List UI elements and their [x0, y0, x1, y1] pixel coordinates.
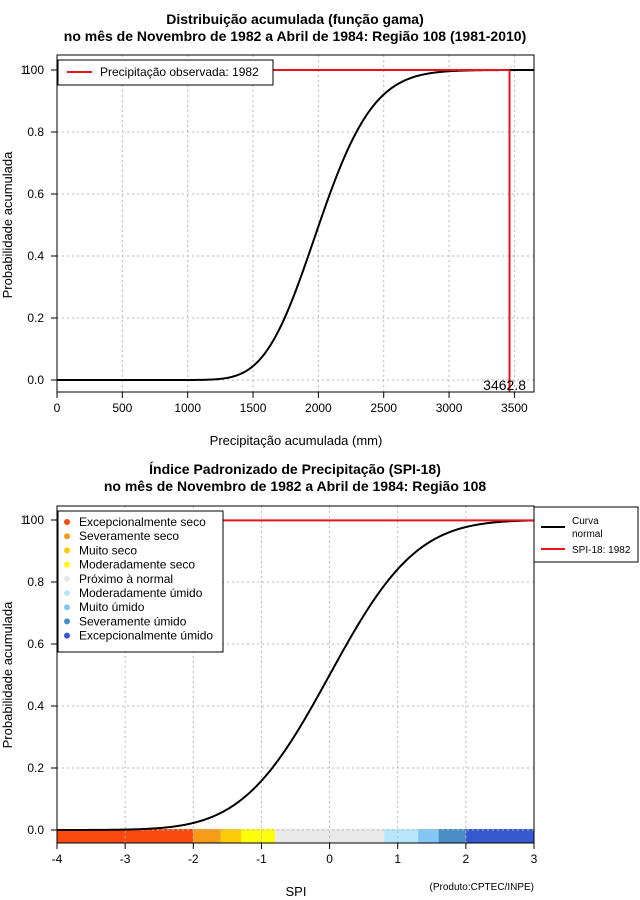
- chart2-legend-curve-label-line2: normal: [572, 529, 603, 540]
- gamma-cdf-chart: Distribuição acumulada (função gama) no …: [0, 11, 535, 448]
- y-tick-label: 0.2: [27, 761, 44, 775]
- x-tick-label: 500: [112, 401, 132, 415]
- x-tick-label: 1000: [174, 401, 201, 415]
- chart2-title: Índice Padronizado de Precipitação (SPI-…: [149, 461, 441, 477]
- y-tick-label-overlap: 1: [24, 513, 31, 527]
- spi-color-band: [240, 829, 276, 843]
- cdf-curve: [57, 519, 535, 831]
- category-legend-label: Severamente seco: [79, 529, 179, 543]
- category-legend-swatch: [64, 533, 70, 540]
- y-tick-label: 0.4: [27, 249, 44, 263]
- y-tick-label: 0.6: [27, 637, 44, 651]
- category-legend-label: Muito úmido: [79, 600, 145, 614]
- x-tick-label: 3500: [501, 401, 528, 415]
- chart2-credit: (Produto:CPTEC/INPE): [430, 882, 534, 893]
- chart1-xlabel: Precipitação acumulada (mm): [210, 433, 383, 448]
- chart2-x-axis: -4 -3 -2 -1 0 1 2 3: [52, 843, 538, 866]
- y-tick-label-overlap: 1: [24, 63, 31, 77]
- y-tick-label: 0.6: [27, 187, 44, 201]
- category-legend-swatch: [64, 590, 70, 596]
- category-legend-swatch: [64, 561, 70, 568]
- category-legend-swatch: [64, 547, 70, 554]
- y-tick-label: 0.8: [27, 125, 44, 139]
- category-legend-label: Próximo à normal: [79, 572, 173, 586]
- category-legend-swatch: [64, 618, 70, 625]
- category-legend-label: Moderadamente seco: [79, 558, 195, 572]
- category-legend-label: Muito seco: [79, 543, 137, 557]
- spi-color-band: [384, 829, 419, 843]
- spi-color-band: [193, 829, 221, 843]
- chart2-color-bands: [57, 829, 534, 843]
- x-tick-label: 1: [394, 852, 401, 866]
- chart2-plot-frame: [56, 505, 535, 844]
- chart2-series-legend: Curva normal SPI-18: 1982: [533, 506, 639, 563]
- chart1-title: Distribuição acumulada (função gama): [166, 11, 424, 27]
- y-tick-label: 1.00: [21, 63, 45, 77]
- chart1-plot-frame: [56, 54, 535, 393]
- y-tick-label: 0.2: [27, 311, 44, 325]
- chart2-xlabel: SPI: [286, 884, 307, 899]
- chart1-grid: [56, 55, 534, 392]
- chart1-legend: Precipitação observada: 1982: [57, 59, 274, 86]
- spi-color-band: [438, 829, 466, 843]
- chart1-observed-value-label: 3462.8: [483, 377, 526, 393]
- chart2-y-axis: 0.0 0.2 0.4 0.6 0.8 1.001: [21, 513, 57, 837]
- category-legend-swatch: [64, 575, 70, 582]
- chart2-ylabel: Probabilidade acumulada: [0, 601, 15, 748]
- cdf-curve: [57, 69, 534, 381]
- x-tick-label: -4: [52, 852, 63, 866]
- chart1-curve-layer: [57, 69, 534, 381]
- x-tick-label: -2: [188, 852, 199, 866]
- chart2-category-legend-box: [57, 510, 224, 653]
- chart1-legend-observed-label: Precipitação observada: 1982: [100, 65, 259, 79]
- chart2-curve-layer: [57, 519, 535, 831]
- chart1-subtitle: no mês de Novembro de 1982 a Abril de 19…: [64, 28, 526, 44]
- x-tick-label: -3: [120, 852, 131, 866]
- x-tick-label: 0: [326, 852, 333, 866]
- chart2-series-legend-box: [533, 506, 639, 563]
- chart2-legend-curve-label-line1: Curva: [572, 516, 599, 527]
- x-tick-label: 1500: [240, 401, 267, 415]
- y-tick-label: 0.0: [27, 823, 44, 837]
- category-legend-swatch: [64, 519, 70, 525]
- category-legend-swatch: [64, 604, 70, 611]
- spi-color-band: [220, 829, 241, 843]
- x-tick-label: 3000: [436, 401, 463, 415]
- category-legend-label: Excepcionalmente seco: [79, 515, 206, 529]
- x-tick-label: 2: [463, 852, 470, 866]
- y-tick-label: 0.8: [27, 575, 44, 589]
- spi-chart: Índice Padronizado de Precipitação (SPI-…: [0, 461, 639, 899]
- x-tick-label: 2000: [305, 401, 332, 415]
- y-tick-label: 0.4: [27, 699, 44, 713]
- x-tick-label: -1: [256, 852, 267, 866]
- x-tick-label: 3: [531, 852, 538, 866]
- chart1-observed-layer: [57, 69, 511, 392]
- chart1-x-axis: 0 500 1000 1500 2000 2500 3000 3500: [54, 392, 528, 415]
- y-tick-label: 1.00: [21, 513, 45, 527]
- chart2-subtitle: no mês de Novembro de 1982 a Abril de 19…: [104, 478, 487, 494]
- y-tick-label: 0.0: [27, 373, 44, 387]
- x-tick-label: 2500: [370, 401, 397, 415]
- category-legend-label: Severamente úmido: [79, 614, 187, 628]
- chart2-legend-spi-label: SPI-18: 1982: [572, 545, 631, 556]
- chart1-ylabel: Probabilidade acumulada: [0, 151, 15, 298]
- category-legend-label: Moderadamente úmido: [79, 586, 203, 600]
- spi-color-band: [418, 829, 439, 843]
- category-legend-label: Excepcionalmente úmido: [79, 629, 213, 643]
- chart1-y-axis: 0.0 0.2 0.4 0.6 0.8 1.001: [21, 63, 57, 387]
- x-tick-label: 0: [54, 401, 61, 415]
- spi-color-band: [465, 829, 534, 843]
- category-legend-swatch: [64, 632, 70, 639]
- chart1-legend-box: [57, 59, 274, 86]
